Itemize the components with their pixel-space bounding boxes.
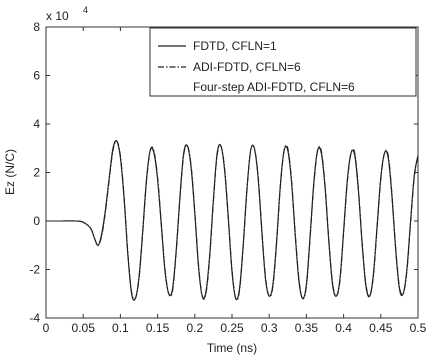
x-tick-label: 0.5 [410, 321, 427, 335]
y-tick-label: 6 [33, 69, 40, 83]
series-layer [46, 140, 419, 301]
x-tick-label: 0.35 [295, 321, 319, 335]
y-tick-label: 2 [33, 166, 40, 180]
legend-box [149, 27, 417, 97]
x-tick-label: 0 [43, 321, 50, 335]
x-tick-label: 0.45 [369, 321, 393, 335]
x-tick-label: 0.1 [112, 321, 129, 335]
y-tick-label: 8 [33, 20, 40, 34]
series-line-four-step-adi-fdtd [46, 140, 419, 301]
x-tick-label: 0.3 [261, 321, 278, 335]
legend-label-adi-fdtd: ADI-FDTD, CFLN=6 [193, 60, 301, 74]
x-tick-label: 0.05 [72, 321, 96, 335]
x-tick-label: 0.25 [220, 321, 244, 335]
y-multiplier-exponent: 4 [83, 5, 88, 15]
x-tick-label: 0.2 [186, 321, 203, 335]
x-tick-label: 0.15 [146, 321, 170, 335]
y-axis-label: Ez (N/C) [3, 149, 17, 195]
y-tick-label: 0 [33, 214, 40, 228]
y-tick-label: 4 [33, 117, 40, 131]
y-tick-label: -2 [29, 263, 40, 277]
legend-label-four-step-adi-fdtd: Four-step ADI-FDTD, CFLN=6 [193, 80, 355, 94]
x-tick-label: 0.4 [335, 321, 352, 335]
y-multiplier-base: x 10 [46, 9, 69, 23]
y-axis-ticks: -4 -2 0 2 4 6 8 [29, 20, 418, 325]
x-axis-ticks: 0 0.05 0.1 0.15 0.2 0.25 0.3 0.35 0.4 0.45 0.5 [43, 27, 427, 335]
legend: FDTD, CFLN=1 ADI-FDTD, CFLN=6 Four-step … [149, 27, 417, 97]
y-axis-multiplier: x 10 4 [46, 5, 88, 23]
y-tick-label: -4 [29, 311, 40, 325]
x-axis-label: Time (ns) [207, 341, 257, 355]
legend-label-fdtd: FDTD, CFLN=1 [193, 39, 277, 53]
